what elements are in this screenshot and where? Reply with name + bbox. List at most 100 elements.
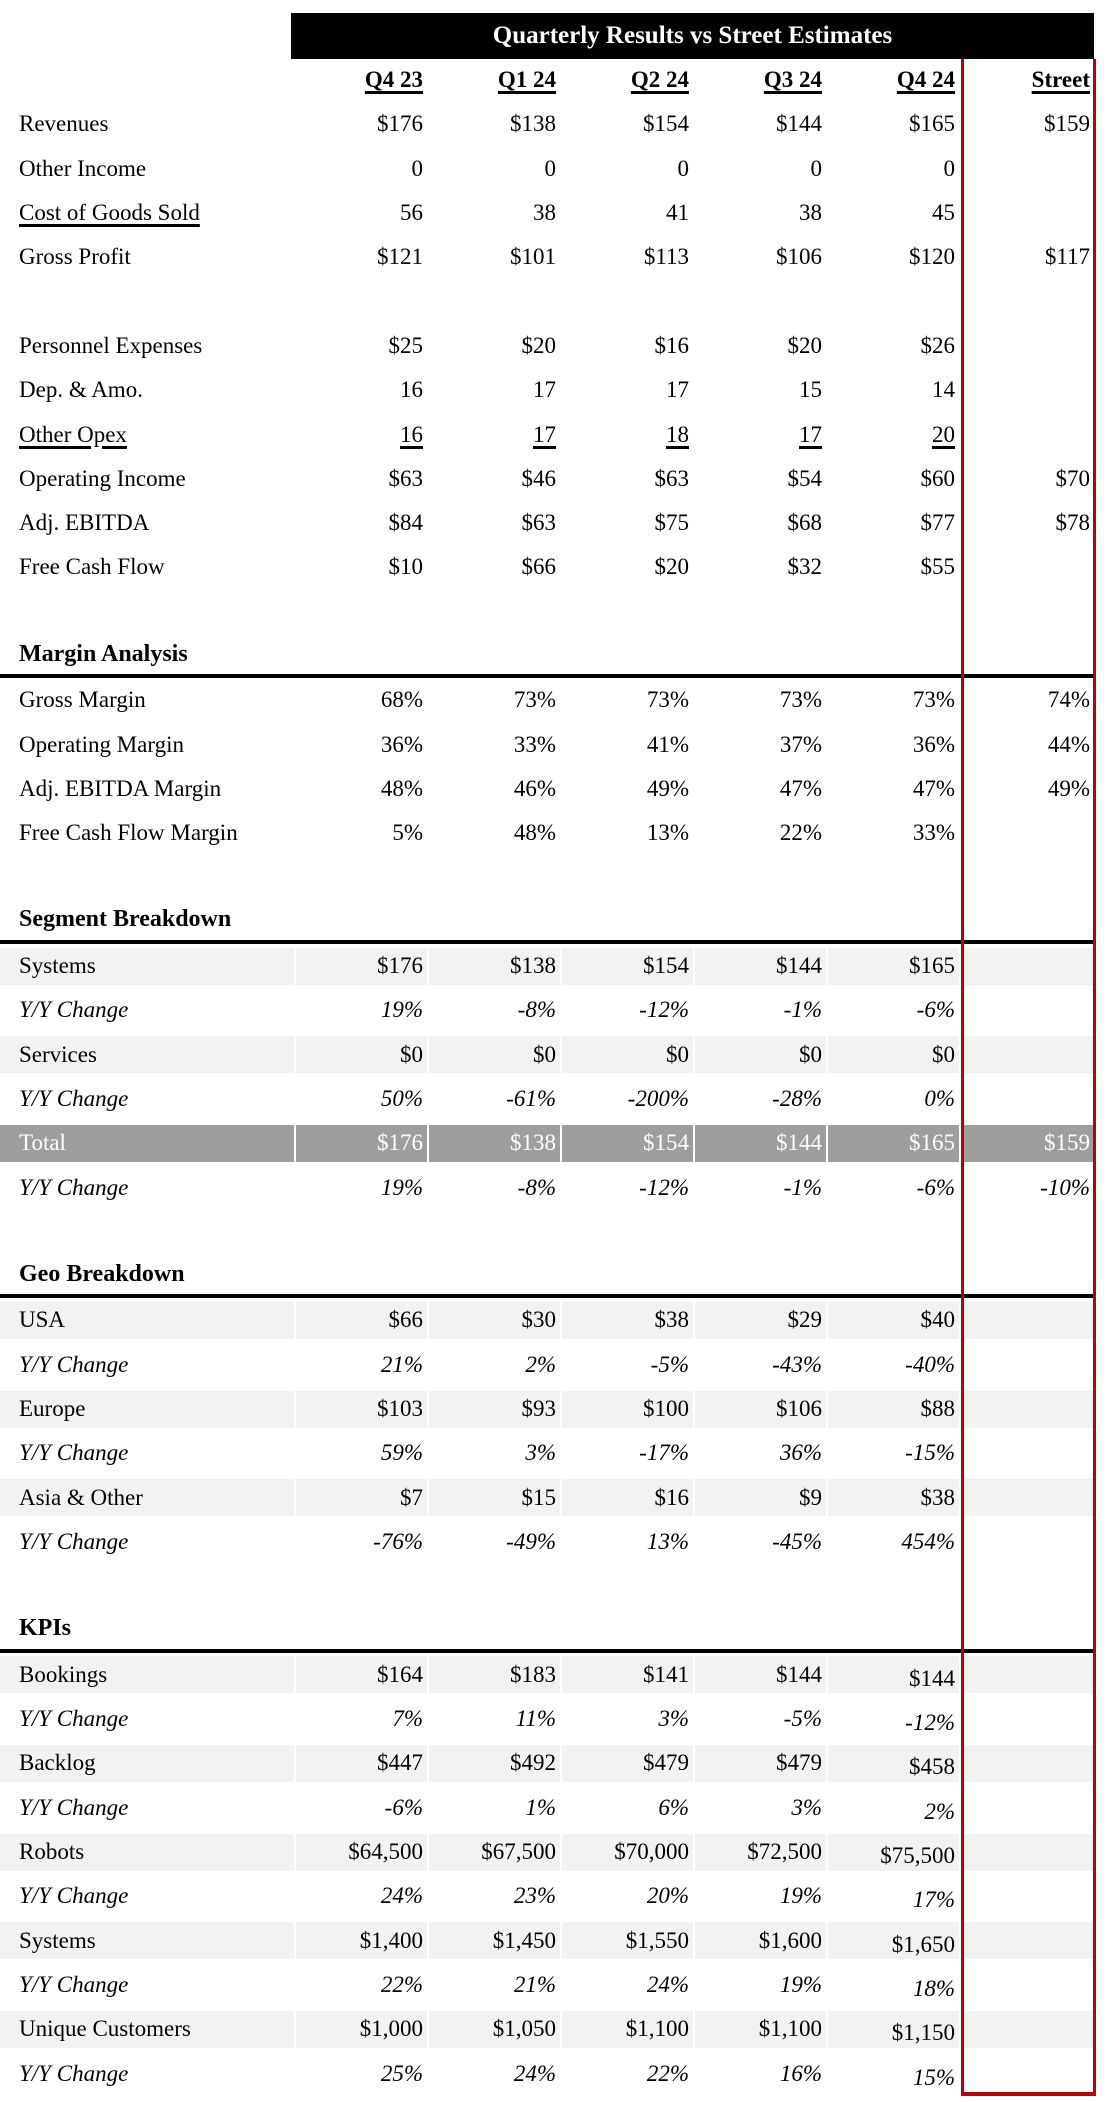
cell-value: 21% — [513, 1971, 556, 1997]
cell-q4-24: 73% — [828, 678, 961, 722]
cell-q3-24: -28% — [695, 1077, 828, 1121]
cell-street — [961, 1475, 1096, 1520]
cell-value: 13% — [646, 820, 689, 846]
table-row: Europe $103 $93 $100 $106 $88 — [0, 1386, 1096, 1432]
cell-q2-24: 41 — [562, 191, 695, 235]
cell-value: 33% — [912, 820, 955, 846]
cell-value: $159 — [1044, 111, 1090, 137]
cell-value: 17 — [799, 421, 822, 447]
cell-q2-24: 17 — [562, 368, 695, 412]
cell-q2-24: $20 — [562, 545, 695, 589]
cell-q1-24: 48% — [429, 811, 562, 855]
cell-value: $154 — [643, 111, 689, 137]
cell-value: $10 — [388, 554, 424, 580]
cell-value: $176 — [377, 953, 423, 979]
cell-q4-23: $1,000 — [296, 2007, 429, 2052]
cell-value: 41 — [666, 200, 689, 226]
row-label: Free Cash Flow — [0, 545, 296, 589]
cell-value: $0 — [533, 1041, 556, 1067]
cell-q3-24: 0 — [695, 147, 828, 191]
cell-q4-24 — [828, 900, 961, 940]
cell-q4-24: 45 — [828, 191, 961, 235]
cell-q3-24 — [695, 1254, 828, 1294]
cell-value: $120 — [909, 244, 955, 270]
section-title: Segment Breakdown — [0, 900, 296, 940]
cell-q3-24: $106 — [695, 235, 828, 279]
row-label: Operating Margin — [0, 722, 296, 766]
row-label: Dep. & Amo. — [0, 368, 296, 412]
cell-q3-24: 17 — [695, 412, 828, 456]
row-label: Gross Profit — [0, 235, 296, 279]
cell-q4-23: $176 — [296, 943, 429, 989]
cell-q3-24: -43% — [695, 1343, 828, 1387]
cell-value: $113 — [643, 244, 689, 270]
cell-value: $77 — [920, 510, 956, 536]
table-row: Adj. EBITDA Margin 48% 46% 49% 47% 47% 49% — [0, 767, 1096, 811]
cell-q4-23: 19% — [296, 1165, 429, 1209]
row-label-text: Backlog — [19, 1750, 96, 1776]
cell-street — [961, 545, 1096, 589]
row-label: Y/Y Change — [0, 1431, 296, 1475]
row-label: USA — [0, 1298, 296, 1343]
column-header-q4-24: Q4 24 — [896, 67, 955, 93]
cell-q3-24 — [695, 634, 828, 674]
cell-q4-24: -6% — [828, 1165, 961, 1209]
cell-value: $1,450 — [492, 1927, 556, 1953]
cell-q2-24: $16 — [562, 324, 695, 368]
cell-q4-24: $88 — [828, 1386, 961, 1432]
table-row: Y/Y Change 25% 24% 22% 16% 15% — [0, 2051, 1096, 2095]
cell-q2-24: $154 — [562, 943, 695, 989]
cell-value: 48% — [513, 820, 556, 846]
cell-q3-24: 16% — [695, 2051, 828, 2095]
cell-value: $68 — [787, 510, 823, 536]
row-label — [0, 1210, 296, 1254]
cell-value: $20 — [654, 554, 690, 580]
cell-value: -6% — [916, 997, 955, 1023]
cell-value: $30 — [521, 1307, 557, 1333]
row-label: Y/Y Change — [0, 1165, 296, 1209]
cell-q1-24: 24% — [429, 2051, 562, 2095]
cell-street — [961, 1786, 1096, 1830]
cell-q1-24 — [429, 855, 562, 899]
cell-q4-24: 14 — [828, 368, 961, 412]
cell-value: 23% — [513, 1883, 556, 1909]
cell-street: Street — [961, 58, 1096, 102]
cell-q4-24: Q4 24 — [828, 58, 961, 102]
cell-q3-24: $144 — [695, 1652, 828, 1697]
row-label: Backlog — [0, 1741, 296, 1786]
cell-value: $64,500 — [348, 1839, 423, 1865]
cell-value: $1,400 — [359, 1927, 423, 1953]
cell-q4-23: 16 — [296, 368, 429, 412]
cell-value: 46% — [513, 775, 556, 801]
cell-q4-24: $75,500 — [828, 1829, 961, 1875]
table-row: Adj. EBITDA $84 $63 $75 $68 $77 $78 — [0, 501, 1096, 545]
cell-value: $447 — [377, 1750, 423, 1776]
cell-street — [961, 368, 1096, 412]
row-label: Adj. EBITDA Margin — [0, 767, 296, 811]
cell-value: $32 — [787, 554, 823, 580]
cell-q2-24: -12% — [562, 1165, 695, 1209]
cell-value: 74% — [1047, 687, 1090, 713]
cell-q1-24: $30 — [429, 1298, 562, 1343]
cell-street: $70 — [961, 457, 1096, 501]
cell-value: -1% — [783, 997, 822, 1023]
cell-value: $144 — [909, 1665, 955, 1691]
table-row: Systems $176 $138 $154 $144 $165 — [0, 943, 1096, 989]
cell-street — [961, 1210, 1096, 1254]
cell-value: $144 — [776, 1661, 822, 1687]
cell-q4-24: $458 — [828, 1741, 961, 1786]
spacer-row — [0, 279, 1096, 323]
cell-q2-24: $1,100 — [562, 2007, 695, 2052]
cell-value: 19% — [380, 997, 423, 1023]
cell-value: $183 — [510, 1661, 556, 1687]
cell-q4-24: $120 — [828, 235, 961, 279]
cell-q1-24: -8% — [429, 988, 562, 1032]
row-label-text: Y/Y Change — [19, 1174, 129, 1200]
cell-value: $54 — [787, 465, 823, 491]
cell-q2-24: $100 — [562, 1386, 695, 1432]
cell-q1-24: 38 — [429, 191, 562, 235]
column-header-q4-23: Q4 23 — [364, 67, 423, 93]
cell-value: $75,500 — [880, 1843, 955, 1869]
cell-q3-24: $9 — [695, 1475, 828, 1520]
row-label: Y/Y Change — [0, 1077, 296, 1121]
